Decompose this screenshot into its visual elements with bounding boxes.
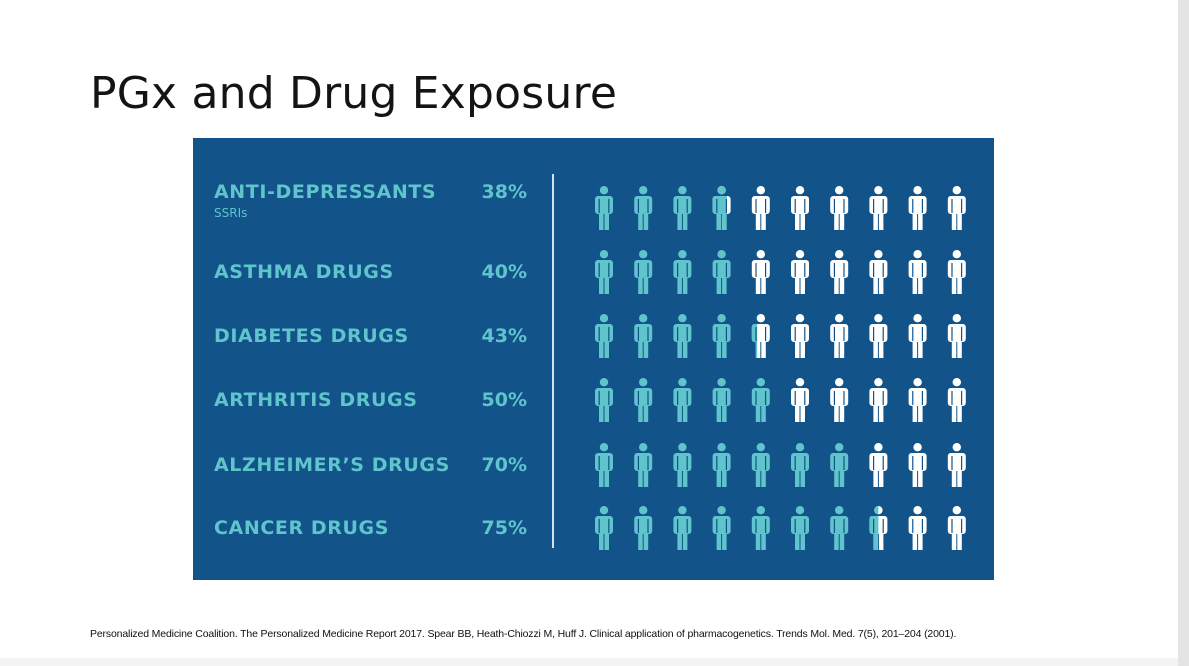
person-icon bbox=[673, 443, 692, 487]
chart-panel: ANTI-DEPRESSANTS SSRIs 38% ASTHMA DRUGS 40% D… bbox=[193, 138, 994, 580]
row-labels: ANTI-DEPRESSANTS SSRIs 38% ASTHMA DRUGS 40% D… bbox=[214, 181, 527, 539]
person-icon bbox=[595, 250, 613, 294]
person-icon bbox=[712, 443, 731, 487]
person-icon bbox=[673, 506, 692, 550]
row-percent: 40% bbox=[482, 261, 527, 283]
person-icon bbox=[830, 314, 849, 358]
person-icon bbox=[634, 443, 653, 487]
person-icon bbox=[908, 506, 927, 550]
person-icon bbox=[947, 506, 966, 550]
row-label: ANTI-DEPRESSANTS bbox=[214, 181, 436, 203]
person-icon bbox=[751, 250, 770, 294]
citation: Personalized Medicine Coalition. The Per… bbox=[90, 628, 957, 640]
slide: PGx and Drug Exposure ANTI-DEPRESSANTS SS… bbox=[0, 0, 1178, 658]
person-icon bbox=[634, 186, 653, 230]
row-label: ALZHEIMER’S DRUGS bbox=[214, 454, 450, 476]
person-icon bbox=[595, 186, 613, 230]
row-label: ASTHMA DRUGS bbox=[214, 261, 394, 283]
person-icon bbox=[673, 250, 692, 294]
person-icon bbox=[830, 506, 849, 550]
row-percent: 70% bbox=[482, 454, 527, 476]
person-icon bbox=[712, 186, 731, 230]
person-icon bbox=[634, 506, 653, 550]
person-icon bbox=[830, 443, 849, 487]
person-icon bbox=[947, 378, 966, 422]
person-icon bbox=[791, 314, 809, 358]
person-icon bbox=[673, 314, 692, 358]
person-icon bbox=[791, 506, 809, 550]
person-icon bbox=[830, 186, 849, 230]
person-icon bbox=[673, 186, 692, 230]
person-icon bbox=[830, 378, 849, 422]
person-icon bbox=[947, 186, 966, 230]
person-icon bbox=[595, 378, 613, 422]
person-icon bbox=[751, 186, 770, 230]
person-icon bbox=[751, 506, 770, 550]
person-icon bbox=[830, 250, 849, 294]
row-percent: 38% bbox=[482, 181, 527, 203]
person-icon bbox=[634, 314, 653, 358]
row-label: DIABETES DRUGS bbox=[214, 325, 409, 347]
person-icon bbox=[947, 443, 966, 487]
person-icon bbox=[595, 443, 613, 487]
person-icon bbox=[908, 250, 927, 294]
pictogram-chart: ANTI-DEPRESSANTS SSRIs 38% ASTHMA DRUGS 40% D… bbox=[214, 174, 966, 550]
person-icon bbox=[908, 314, 927, 358]
person-icon bbox=[869, 250, 888, 294]
row-sublabel: SSRIs bbox=[214, 206, 247, 220]
window-edge bbox=[1178, 0, 1189, 666]
slide-title: PGx and Drug Exposure bbox=[90, 68, 618, 119]
person-icon bbox=[712, 314, 731, 358]
person-icon bbox=[673, 378, 692, 422]
row-label: CANCER DRUGS bbox=[214, 517, 389, 539]
row-percent: 75% bbox=[482, 517, 527, 539]
person-icon bbox=[634, 250, 653, 294]
person-icon bbox=[908, 186, 927, 230]
person-icon bbox=[712, 378, 731, 422]
row-percent: 50% bbox=[482, 389, 527, 411]
person-icon bbox=[908, 443, 927, 487]
person-icon bbox=[595, 506, 613, 550]
person-icon bbox=[712, 506, 731, 550]
person-icon bbox=[791, 186, 809, 230]
person-icon bbox=[869, 314, 888, 358]
row-label: ARTHRITIS DRUGS bbox=[214, 389, 417, 411]
person-icon bbox=[869, 378, 888, 422]
person-icon bbox=[791, 443, 809, 487]
person-icon bbox=[947, 314, 966, 358]
person-icon bbox=[791, 378, 809, 422]
person-icon bbox=[595, 314, 613, 358]
person-icon bbox=[634, 378, 653, 422]
person-icon bbox=[751, 314, 770, 358]
person-icon bbox=[869, 506, 888, 550]
person-icon bbox=[751, 378, 770, 422]
person-icon bbox=[712, 250, 731, 294]
person-icon bbox=[751, 443, 770, 487]
figure-grid bbox=[595, 186, 966, 550]
row-percent: 43% bbox=[482, 325, 527, 347]
person-icon bbox=[947, 250, 966, 294]
person-icon bbox=[908, 378, 927, 422]
person-icon bbox=[869, 443, 888, 487]
person-icon bbox=[869, 186, 888, 230]
person-icon bbox=[791, 250, 809, 294]
